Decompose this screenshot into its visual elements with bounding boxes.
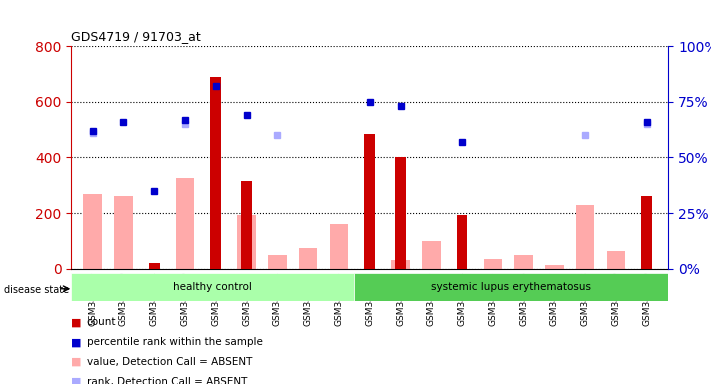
Bar xyxy=(483,259,502,269)
Bar xyxy=(456,215,467,269)
Bar xyxy=(606,251,625,269)
Text: disease state: disease state xyxy=(4,285,69,295)
Bar xyxy=(354,273,668,301)
Bar xyxy=(241,181,252,269)
Text: rank, Detection Call = ABSENT: rank, Detection Call = ABSENT xyxy=(87,377,247,384)
Bar xyxy=(268,255,287,269)
Bar xyxy=(210,77,221,269)
Text: healthy control: healthy control xyxy=(173,282,252,292)
Text: ■: ■ xyxy=(71,317,82,327)
Text: ■: ■ xyxy=(71,357,82,367)
Bar xyxy=(114,197,133,269)
Bar xyxy=(515,255,533,269)
Text: GDS4719 / 91703_at: GDS4719 / 91703_at xyxy=(71,30,201,43)
Bar xyxy=(299,248,317,269)
Bar xyxy=(545,265,564,269)
Bar xyxy=(391,260,410,269)
Text: ■: ■ xyxy=(71,337,82,347)
Bar xyxy=(330,224,348,269)
Bar xyxy=(237,215,256,269)
Text: count: count xyxy=(87,317,116,327)
Text: ■: ■ xyxy=(71,377,82,384)
Text: value, Detection Call = ABSENT: value, Detection Call = ABSENT xyxy=(87,357,252,367)
Bar xyxy=(364,134,375,269)
Text: percentile rank within the sample: percentile rank within the sample xyxy=(87,337,262,347)
Bar xyxy=(395,157,406,269)
Text: systemic lupus erythematosus: systemic lupus erythematosus xyxy=(432,282,592,292)
Bar xyxy=(176,178,194,269)
Bar xyxy=(422,241,441,269)
Bar xyxy=(71,273,354,301)
Bar xyxy=(83,194,102,269)
Bar xyxy=(149,263,159,269)
Bar xyxy=(576,205,594,269)
Bar xyxy=(641,197,652,269)
